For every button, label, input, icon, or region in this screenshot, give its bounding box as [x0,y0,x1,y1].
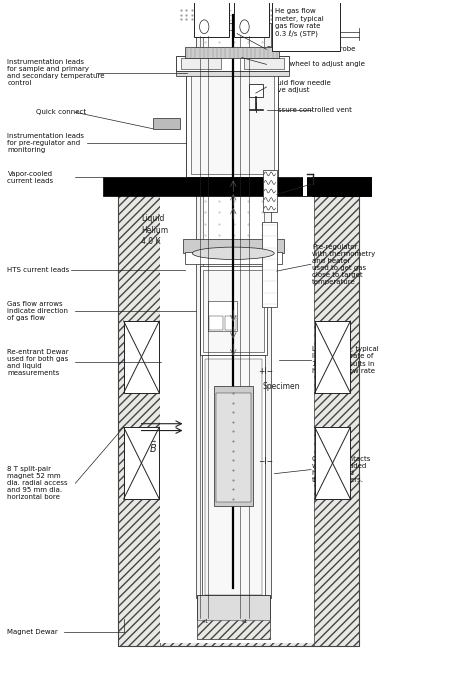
Bar [124,427,159,499]
Bar [200,266,267,355]
Bar [234,0,269,37]
Text: −I−: −I− [258,457,273,466]
Bar [205,359,262,595]
Text: Liquid inlet, typical
liquid flow rate of
1-3 ℓ/hr. results in
high gas flow rat: Liquid inlet, typical liquid flow rate o… [312,346,379,374]
Bar [118,195,359,646]
Text: HTS current leads: HTS current leads [8,267,70,273]
Text: Liquid flow needle
valve adjust: Liquid flow needle valve adjust [267,81,331,93]
Bar [183,239,284,253]
Bar [315,321,350,393]
Bar [202,355,265,598]
Text: Magnet Dewar: Magnet Dewar [8,629,58,635]
Text: Quick connect: Quick connect [36,109,86,115]
Text: Instrumentation leads
for sample and primary
and secondary temperature
control: Instrumentation leads for sample and pri… [8,59,105,86]
Bar [315,427,350,499]
Text: 8 T split-pair
magnet 52 mm
dia. radial access
and 95 mm dia.
horizontal bore: 8 T split-pair magnet 52 mm dia. radial … [8,466,68,500]
Bar [185,47,279,57]
Text: Instrumentation leads
for pre-regulator and
monitoring: Instrumentation leads for pre-regulator … [8,133,84,153]
Bar [203,270,264,352]
Bar [184,252,283,264]
Text: Liquid flow
needle valve: Liquid flow needle valve [312,177,356,190]
Text: Pre-regulator
with thermometry
and heater
used to get gas
close to target
temper: Pre-regulator with thermometry and heate… [312,244,375,285]
Bar [103,177,371,196]
Text: +1: +1 [241,619,248,624]
Bar [272,0,340,50]
Bar [209,316,223,330]
Bar [263,170,277,212]
Text: Pressure controlled vent: Pressure controlled vent [267,107,352,113]
Text: He gas flow
meter, typical
gas flow rate
0.3 ℓ/s (STP): He gas flow meter, typical gas flow rate… [275,8,324,38]
Text: +1: +1 [201,619,209,624]
Bar [153,118,180,129]
Bar [176,70,289,76]
Bar [312,177,371,196]
Bar [186,70,278,177]
Bar [225,316,236,330]
Text: Liquid
Helium
4.0 K: Liquid Helium 4.0 K [141,215,168,246]
Circle shape [240,20,249,34]
Text: Worm wheel to adjust angle: Worm wheel to adjust angle [267,61,365,68]
Bar [314,195,359,646]
Bar [216,393,251,502]
Bar [262,221,277,307]
Bar [203,30,264,591]
Text: Gas flow arrows
indicate direction
of gas flow: Gas flow arrows indicate direction of ga… [8,301,68,321]
Bar [196,23,271,598]
Text: $\vec{B}$: $\vec{B}$ [149,440,157,455]
Bar [191,72,273,174]
Ellipse shape [192,247,274,259]
Bar [118,195,359,646]
Text: Vapor-cooled
current leads: Vapor-cooled current leads [8,171,54,184]
Bar [118,195,160,646]
Circle shape [200,20,209,34]
Bar [194,0,229,37]
Bar [124,321,159,393]
Bar [160,197,314,642]
Bar [181,58,220,69]
Bar [244,58,284,69]
Bar [197,620,270,640]
Text: Current contacts
with embedded
heaters and
thermometers.: Current contacts with embedded heaters a… [312,456,370,483]
Bar [160,198,314,642]
Text: Re-entrant Dewar
used for both gas
and liquid
measurements: Re-entrant Dewar used for both gas and l… [8,348,69,375]
Text: Specimen: Specimen [263,382,300,391]
Bar [176,56,289,71]
Text: Removable sample probe: Removable sample probe [267,46,356,52]
Text: +I−: +I− [258,366,273,375]
Bar [249,83,263,97]
Bar [197,595,270,640]
Bar [302,177,307,196]
Bar [214,386,254,506]
Bar [208,301,237,331]
